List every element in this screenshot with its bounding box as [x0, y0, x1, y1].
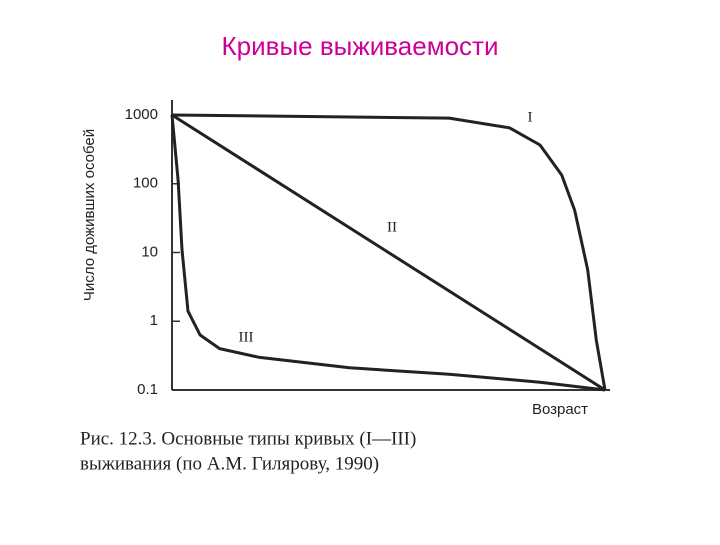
y-tick-label: 100 — [133, 175, 158, 192]
y-tick-label: 10 — [141, 243, 158, 260]
survival-curve — [171, 113, 606, 392]
y-tick-label: 1000 — [125, 106, 158, 123]
slide-title: Кривые выживаемости — [222, 31, 499, 61]
x-axis-label: Возраст — [532, 401, 588, 418]
y-tick-label: 0.1 — [137, 381, 158, 398]
survival-curve — [171, 113, 607, 391]
curve-label: II — [387, 219, 397, 235]
survival-curve — [170, 114, 606, 392]
y-tick-label: 1 — [150, 312, 158, 329]
curve-label: III — [239, 329, 254, 345]
y-axis-label: Число доживших особей — [81, 129, 98, 301]
curve-label: I — [528, 109, 533, 125]
caption-line: Рис. 12.3. Основные типы кривых (I—III) — [80, 428, 416, 449]
caption-line: выживания (по А.М. Гилярову, 1990) — [80, 453, 379, 474]
